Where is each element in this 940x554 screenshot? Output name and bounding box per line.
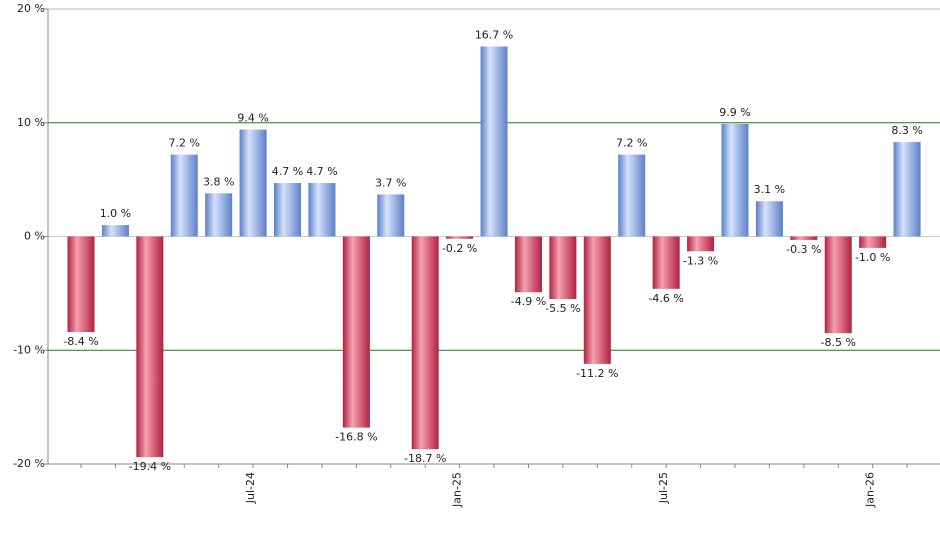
bar <box>790 236 818 240</box>
value-label: -0.2 % <box>442 242 477 255</box>
bar <box>205 193 233 237</box>
bar <box>549 236 577 300</box>
value-label: 9.9 % <box>719 106 750 119</box>
value-label: -1.0 % <box>855 251 890 264</box>
bar <box>480 46 508 237</box>
value-label: -0.3 % <box>786 243 821 256</box>
value-label: -4.9 % <box>511 295 546 308</box>
bar <box>514 236 542 293</box>
y-tick-label: -10 % <box>13 343 45 356</box>
value-label: 4.7 % <box>272 165 303 178</box>
value-label: 7.2 % <box>169 137 200 150</box>
bar <box>721 123 749 237</box>
value-label: 4.7 % <box>306 165 337 178</box>
bar <box>239 129 267 237</box>
bar <box>446 236 474 239</box>
y-tick-label: -20 % <box>13 457 45 470</box>
value-label: -5.5 % <box>545 302 580 315</box>
bar <box>136 236 164 458</box>
bar <box>652 236 680 289</box>
bar <box>893 142 921 237</box>
x-tick-label: Jan-26 <box>864 472 877 508</box>
x-tick-label: Jan-25 <box>451 472 464 508</box>
bar <box>583 236 611 364</box>
x-tick-label: Jul-25 <box>657 472 670 504</box>
value-label: 3.7 % <box>375 176 406 189</box>
bar <box>859 236 887 248</box>
y-tick-label: 20 % <box>17 2 45 15</box>
bar <box>274 183 302 237</box>
value-label: -1.3 % <box>683 254 718 267</box>
value-label: 3.8 % <box>203 175 234 188</box>
value-label: -18.7 % <box>404 452 446 465</box>
value-label: 16.7 % <box>475 29 513 42</box>
value-label: 8.3 % <box>891 124 922 137</box>
bar <box>411 236 439 450</box>
value-label: -4.6 % <box>648 292 683 305</box>
bar <box>755 201 783 237</box>
bar <box>687 236 715 252</box>
value-label: -16.8 % <box>335 431 377 444</box>
value-label: 3.1 % <box>754 183 785 196</box>
value-label: -19.4 % <box>129 460 171 473</box>
y-tick-label: 10 % <box>17 116 45 129</box>
bar <box>342 236 370 428</box>
value-label: -8.4 % <box>63 335 98 348</box>
value-label: 7.2 % <box>616 137 647 150</box>
bar <box>101 225 129 237</box>
bar <box>824 236 852 334</box>
bar <box>308 183 336 237</box>
value-label: 1.0 % <box>100 207 131 220</box>
bar <box>170 154 198 237</box>
bar <box>377 194 405 237</box>
value-label: -11.2 % <box>576 367 618 380</box>
x-tick-label: Jul-24 <box>244 472 257 504</box>
y-tick-label: 0 % <box>24 230 45 243</box>
bar <box>618 154 646 237</box>
bar <box>67 236 95 333</box>
value-label: -8.5 % <box>821 336 856 349</box>
value-label: 9.4 % <box>237 112 268 125</box>
